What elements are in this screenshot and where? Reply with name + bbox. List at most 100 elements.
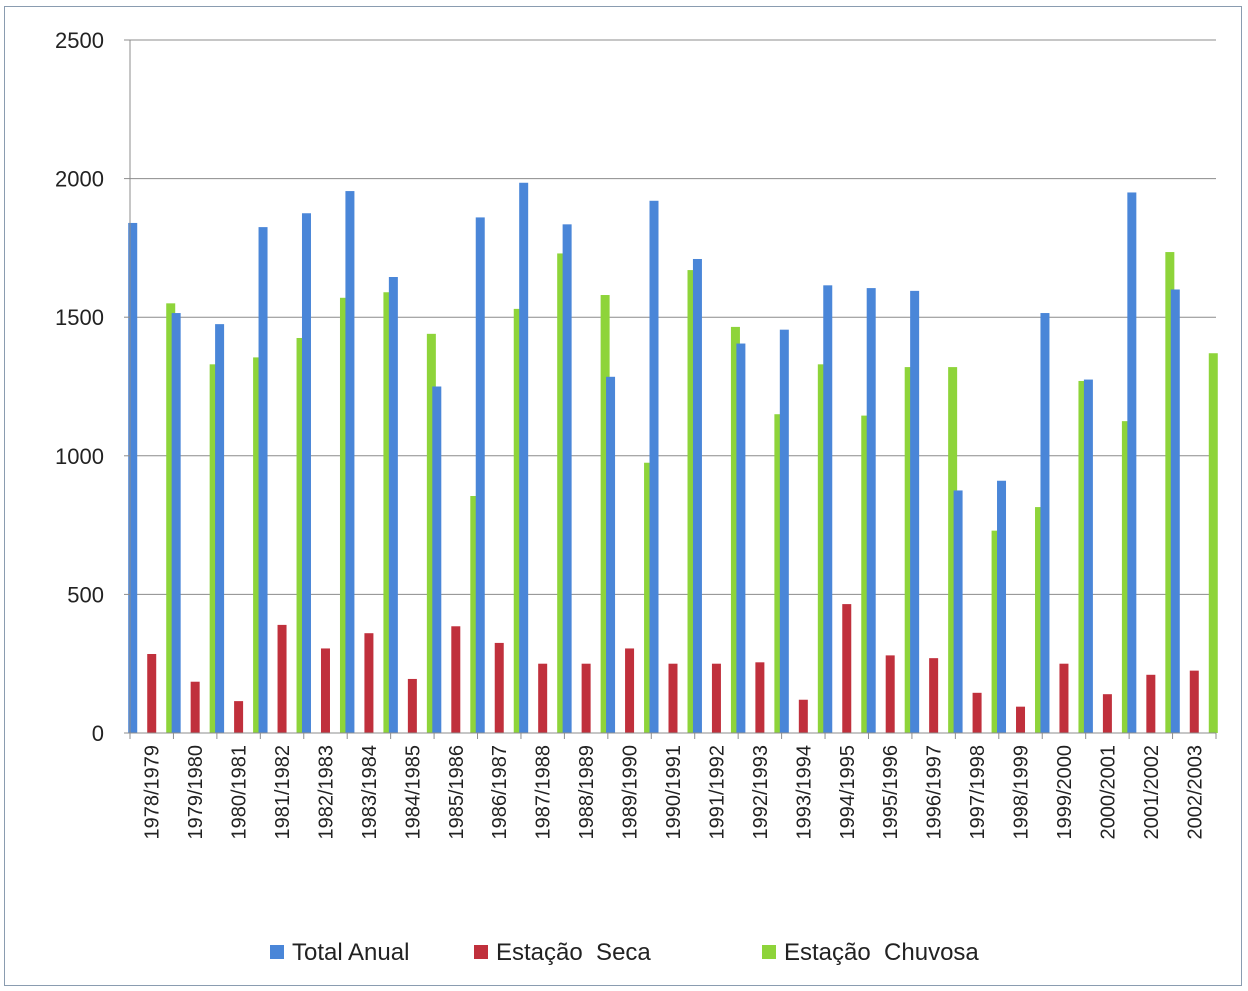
bar-total-anual [171,313,181,733]
bar-total-anual [215,324,225,733]
bar-estação-chuvosa [513,308,523,733]
axes [124,39,1217,739]
bar-estação-seca [625,648,635,733]
legend: Total Anual Estação Seca Estação Chuvosa [270,939,979,966]
x-tick-label: 1985/1986 [446,745,468,840]
bar-estação-chuvosa [687,270,697,733]
bar-total-anual [736,343,746,733]
bar-estação-seca [190,681,200,733]
bar-estação-chuvosa [861,415,871,733]
bar-estação-chuvosa [339,297,349,733]
bar-estação-seca [407,678,417,733]
x-tick-label: 1982/1983 [315,745,337,840]
x-tick-label: 1994/1995 [837,745,859,840]
bar-estação-seca [320,648,330,733]
legend-swatch [270,945,284,959]
bar-total-anual [823,285,833,733]
bar-estação-seca [1059,663,1069,733]
bar-estação-seca [581,663,591,733]
bar-estação-chuvosa [253,357,263,733]
bar-estação-chuvosa [644,462,654,733]
bar-estação-chuvosa [948,367,958,733]
bar-estação-chuvosa [730,326,740,733]
x-tick-label: 2001/2002 [1141,745,1163,840]
y-tick-label: 2000 [55,167,104,192]
bar-estação-seca [972,692,982,733]
bar-estação-seca [1189,670,1199,733]
bar-estação-seca [798,699,808,733]
y-tick-label: 500 [67,582,104,607]
x-tick-label: 1988/1989 [576,745,598,840]
bar-total-anual [475,217,485,733]
bar-estação-chuvosa [557,253,567,733]
bar-estação-chuvosa [166,303,176,733]
x-tick-label: 1997/1998 [967,745,989,840]
bar-total-anual [953,490,963,733]
bar-total-anual [866,288,876,733]
bar-estação-seca [1146,674,1156,733]
bar-total-anual [1083,379,1093,733]
bar-estação-seca [929,658,939,733]
bar-estação-chuvosa [209,364,219,733]
bar-estação-seca [494,642,504,733]
legend-label: Total Anual [292,939,409,966]
bar-estação-chuvosa [1165,252,1175,734]
x-tick-label: 1986/1987 [489,745,511,840]
bar-estação-chuvosa [296,337,306,733]
x-tick-label: 1983/1984 [359,745,381,840]
bar-total-anual [1170,289,1180,733]
x-tick-label: 1989/1990 [620,745,642,840]
x-tick-label: 2002/2003 [1184,745,1206,840]
bar-total-anual [649,200,659,733]
bar-total-anual [388,277,398,733]
gridlines [130,39,1216,595]
x-tick-label: 1995/1996 [880,745,902,840]
bar-estação-chuvosa [1035,507,1045,733]
bar-total-anual [128,222,138,733]
y-tick-label: 1000 [55,444,104,469]
bar-estação-chuvosa [600,295,610,733]
bar-estação-chuvosa [1121,421,1131,733]
bar-total-anual [345,191,355,734]
bar-estação-seca [842,604,852,733]
bar-estação-seca [711,663,721,733]
bar-estação-chuvosa [774,414,784,733]
bar-estação-chuvosa [383,292,393,733]
bar-estação-seca [234,701,244,733]
legend-label: Estação Chuvosa [784,939,979,966]
x-tick-label: 1998/1999 [1011,745,1033,840]
x-tick-label: 1984/1985 [402,745,424,840]
x-tick-label: 1992/1993 [750,745,772,840]
bar-total-anual [301,213,311,733]
x-tick-label: 1990/1991 [663,745,685,840]
y-tick-label: 2500 [55,28,104,53]
bar-estação-seca [538,663,548,733]
legend-swatch [762,945,776,959]
bar-estação-chuvosa [991,530,1001,733]
bar-total-anual [779,329,789,733]
x-tick-label: 1980/1981 [229,745,251,840]
bar-total-anual [562,224,572,733]
bar-total-anual [692,258,702,733]
bar-total-anual [432,386,442,733]
x-tick-label: 1991/1992 [706,745,728,840]
bar-estação-seca [755,662,765,733]
bar-total-anual [519,182,529,733]
bar-estação-seca [277,624,287,733]
legend-swatch [474,945,488,959]
legend-label: Estação Seca [496,939,651,966]
bar-estação-chuvosa [426,333,436,733]
bar-estação-chuvosa [904,367,914,733]
bar-estação-seca [1016,706,1026,733]
bar-total-anual [258,227,268,734]
x-tick-label: 1999/2000 [1054,745,1076,840]
x-tick-label: 1978/1979 [142,745,164,840]
bar-estação-chuvosa [817,364,827,733]
bar-estação-seca [364,633,374,733]
bar-estação-chuvosa [1078,380,1088,733]
bar-total-anual [1040,313,1050,733]
y-tick-label: 1500 [55,305,104,330]
bar-total-anual [606,376,616,733]
y-tick-label: 0 [92,721,104,746]
